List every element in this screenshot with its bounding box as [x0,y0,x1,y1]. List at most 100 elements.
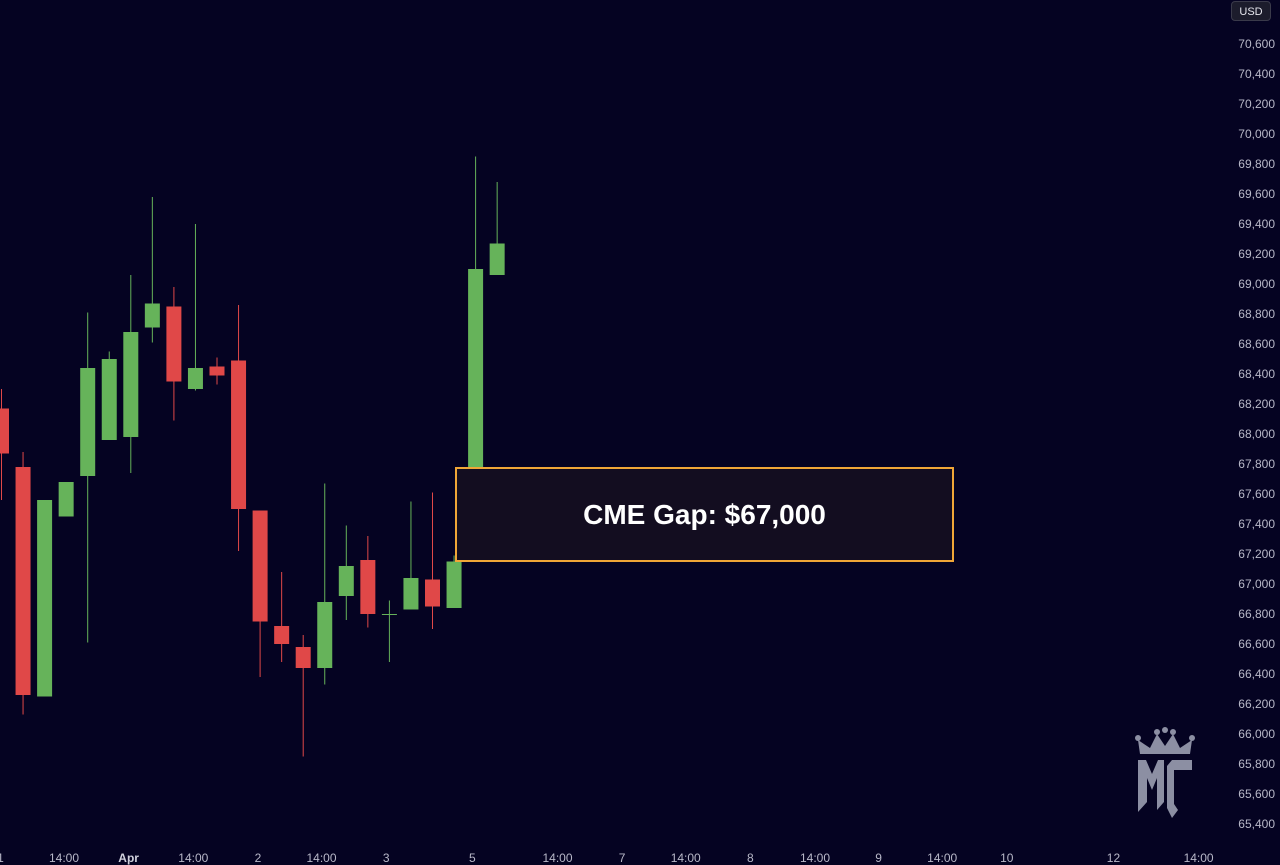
candle-body [381,614,397,615]
y-tick-label: 65,400 [1238,817,1275,831]
candles-layer [0,156,505,757]
y-tick-label: 69,600 [1238,187,1275,201]
candle-body [360,560,376,614]
candle-body [166,306,182,382]
candle [489,182,505,275]
candle [403,501,419,610]
candle-body [338,566,354,596]
candle [274,572,290,662]
x-tick-label: 5 [469,851,476,865]
y-tick-label: 69,400 [1238,217,1275,231]
cme-gap-label: CME Gap: $67,000 [583,498,826,530]
candle [58,482,74,517]
candle-body [101,359,117,440]
y-tick-label: 66,200 [1238,697,1275,711]
candle [187,224,203,391]
y-tick-label: 68,400 [1238,367,1275,381]
candle-body [187,368,203,389]
x-tick-label: 14:00 [671,851,701,865]
candle [209,357,225,385]
candle-body [446,561,462,608]
x-tick-label: 14:00 [49,851,79,865]
candle [166,287,182,421]
x-tick-label: 1 [0,851,4,865]
y-tick-label: 70,000 [1238,127,1275,141]
candle-body [209,366,225,376]
candle [295,635,311,757]
candle [446,555,462,608]
x-tick-label: 10 [1000,851,1014,865]
candle-body [144,303,160,328]
candle-body [0,408,9,454]
y-tick-label: 67,800 [1238,457,1275,471]
candle [144,197,160,343]
x-tick-label: 9 [875,851,882,865]
candle-body [403,578,419,610]
x-tick-label: 2 [255,851,262,865]
x-tick-label: Apr [118,851,139,865]
y-axis: 70,600 70,400 70,200 70,000 69,800 69,600 69,4… [1238,37,1275,831]
x-tick-label: 14:00 [927,851,957,865]
y-tick-label: 65,600 [1238,787,1275,801]
x-axis: 1 14:00 Apr 14:00 2 14:00 3 5 14:00 7 14:00 8 14:00 9… [0,851,1214,865]
y-tick-label: 66,400 [1238,667,1275,681]
candle [252,510,268,677]
candle-body [37,500,53,697]
candle-body [58,482,74,517]
y-tick-label: 68,000 [1238,427,1275,441]
currency-badge[interactable]: USD [1231,1,1271,21]
y-tick-label: 70,600 [1238,37,1275,51]
candle-body [80,368,96,476]
candle-body [468,269,484,472]
y-tick-label: 69,200 [1238,247,1275,261]
candle-body [317,602,333,668]
candle [338,525,354,620]
x-tick-label: 8 [747,851,754,865]
y-tick-label: 65,800 [1238,757,1275,771]
y-tick-label: 67,000 [1238,577,1275,591]
y-tick-label: 68,200 [1238,397,1275,411]
candle-body [274,626,290,644]
candle [101,351,117,440]
candle [468,156,484,499]
candle [360,536,376,628]
y-tick-label: 66,600 [1238,637,1275,651]
logo-text: MC [1165,785,1167,787]
candle-body [15,467,31,695]
x-tick-label: 14:00 [800,851,830,865]
y-tick-label: 67,200 [1238,547,1275,561]
candle [231,305,247,551]
y-tick-label: 68,800 [1238,307,1275,321]
candle [123,275,139,473]
candle-body [231,360,247,509]
candle-body [252,510,268,622]
y-tick-label: 67,400 [1238,517,1275,531]
cme-gap-annotation: CME Gap: $67,000 [455,467,954,562]
y-tick-label: 69,800 [1238,157,1275,171]
candle [80,312,96,643]
candle-body [123,332,139,437]
candle-body [425,579,440,607]
crown-icon: MC [1135,727,1195,818]
y-tick-label: 66,800 [1238,607,1275,621]
y-tick-label: 70,200 [1238,97,1275,111]
candle [15,452,31,715]
x-tick-label: 14:00 [307,851,337,865]
x-tick-label: 14:00 [542,851,572,865]
candle [317,483,333,685]
y-tick-label: 67,600 [1238,487,1275,501]
candle-body [489,243,505,275]
candle [0,389,9,500]
y-tick-label: 68,600 [1238,337,1275,351]
y-tick-label: 69,000 [1238,277,1275,291]
candle [425,492,440,629]
x-tick-label: 7 [619,851,626,865]
candle-body [295,647,311,668]
x-tick-label: 14:00 [1184,851,1214,865]
y-tick-label: 66,000 [1238,727,1275,741]
x-tick-label: 3 [383,851,390,865]
y-tick-label: 70,400 [1238,67,1275,81]
candle [37,500,53,697]
